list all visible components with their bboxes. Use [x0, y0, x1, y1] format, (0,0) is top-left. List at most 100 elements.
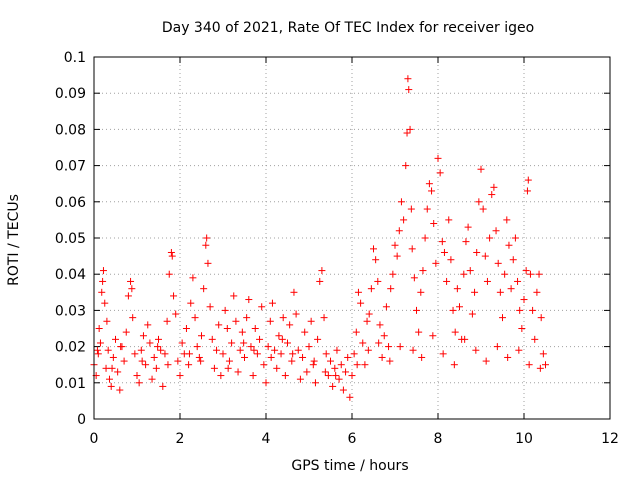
data-point: [524, 176, 532, 184]
data-point: [142, 361, 150, 369]
data-point: [406, 125, 414, 133]
data-point: [273, 364, 281, 372]
data-point: [408, 245, 416, 253]
data-point: [350, 350, 358, 358]
data-point: [421, 234, 429, 242]
data-point: [144, 321, 152, 329]
y-tick-label: 0.09: [55, 86, 86, 102]
x-axis-ticks: 0 2 4 6 8 10 12: [90, 57, 619, 447]
y-tick-label: 0: [77, 412, 86, 428]
data-point: [479, 205, 487, 213]
y-axis-label: ROTI / TECUs: [6, 194, 22, 286]
data-point: [267, 353, 275, 361]
data-point: [174, 357, 182, 365]
data-point: [486, 234, 494, 242]
data-point: [354, 288, 362, 296]
data-point: [238, 328, 246, 336]
data-point: [423, 205, 431, 213]
data-point: [496, 288, 504, 296]
data-point: [114, 368, 122, 376]
data-point: [445, 216, 453, 224]
data-point: [321, 368, 329, 376]
data-point: [523, 187, 531, 195]
data-point: [436, 169, 444, 177]
data-point: [434, 154, 442, 162]
data-point: [322, 350, 330, 358]
data-point: [133, 372, 141, 380]
data-point: [99, 277, 107, 285]
data-point: [93, 346, 101, 354]
data-point: [490, 183, 498, 191]
data-point: [203, 234, 211, 242]
data-point: [504, 353, 512, 361]
y-tick-label: 0.04: [55, 267, 86, 283]
data-point: [288, 357, 296, 365]
x-tick-label: 12: [601, 431, 619, 447]
data-point: [494, 259, 502, 267]
data-point: [124, 292, 132, 300]
data-point: [256, 335, 264, 343]
data-point: [475, 198, 483, 206]
data-point: [167, 248, 175, 256]
data-point: [396, 343, 404, 351]
data-point: [499, 314, 506, 322]
data-point: [161, 350, 169, 358]
data-point: [316, 277, 324, 285]
data-point: [352, 328, 360, 336]
grid-lines: [94, 57, 610, 419]
data-point: [278, 335, 286, 343]
data-point: [128, 285, 136, 293]
y-tick-label: 0.05: [55, 231, 86, 247]
data-point: [112, 335, 119, 343]
data-point: [483, 277, 491, 285]
data-point: [387, 285, 395, 293]
data-point: [522, 267, 530, 275]
data-point: [281, 372, 289, 380]
data-point: [139, 332, 147, 340]
y-tick-label: 0.06: [55, 195, 86, 211]
data-point: [410, 274, 418, 282]
data-point: [137, 346, 145, 354]
data-point: [95, 325, 103, 332]
data-point: [462, 238, 470, 246]
data-point: [230, 292, 238, 300]
data-point: [223, 325, 231, 332]
data-point: [464, 223, 472, 231]
data-point: [488, 191, 496, 199]
data-point: [266, 317, 274, 325]
y-tick-label: 0.1: [64, 50, 86, 66]
data-point: [198, 332, 205, 340]
data-point: [185, 361, 193, 369]
data-point: [292, 310, 300, 318]
data-point: [332, 372, 340, 380]
data-point: [529, 306, 537, 314]
data-point: [275, 332, 283, 340]
data-point: [103, 317, 111, 325]
data-point: [251, 325, 259, 332]
data-point: [135, 379, 143, 387]
x-tick-label: 8: [434, 431, 443, 447]
data-point: [299, 353, 307, 361]
data-point: [372, 256, 380, 264]
data-point: [309, 361, 317, 369]
data-point: [439, 350, 447, 358]
data-point: [482, 357, 490, 365]
data-point: [339, 386, 347, 394]
data-point: [419, 267, 427, 275]
data-point: [271, 346, 279, 354]
data-point: [386, 357, 394, 365]
x-tick-label: 4: [262, 431, 271, 447]
data-point: [224, 364, 232, 372]
data-point: [471, 288, 479, 296]
data-point: [507, 285, 515, 293]
data-point: [405, 86, 413, 94]
data-point: [374, 277, 382, 285]
data-point: [389, 270, 397, 278]
data-point: [294, 346, 302, 354]
data-point: [314, 335, 322, 343]
data-point: [327, 357, 334, 365]
data-point: [324, 372, 332, 380]
y-tick-label: 0.01: [55, 376, 86, 392]
data-point: [535, 270, 543, 278]
